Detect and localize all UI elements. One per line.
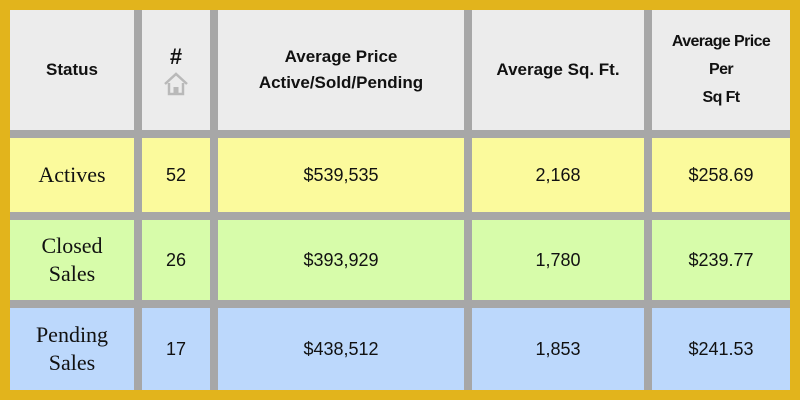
row-pending-status: Pending Sales (10, 308, 134, 390)
row-closed-status: Closed Sales (10, 220, 134, 300)
header-avg-price-line2: Active/Sold/Pending (258, 73, 424, 92)
row-closed-avg-price: $393,929 (218, 220, 464, 300)
header-count: # (142, 10, 210, 130)
row-pending-count: 17 (142, 308, 210, 390)
header-count-label: # (169, 44, 183, 69)
header-avg-sqft: Average Sq. Ft. (472, 10, 644, 130)
status-label: Actives (38, 162, 106, 187)
header-status-label: Status (46, 60, 98, 79)
status-label-line2: Sales (48, 261, 96, 286)
header-ppsf-line2: Per (709, 61, 734, 78)
header-avg-price-per-sqft: Average Price Per Sq Ft (652, 10, 790, 130)
header-avg-price: Average Price Active/Sold/Pending (218, 10, 464, 130)
row-actives-count: 52 (142, 138, 210, 212)
home-icon (164, 72, 188, 96)
header-ppsf-line1: Average Price (671, 33, 771, 50)
row-pending-price-per-sqft: $241.53 (652, 308, 790, 390)
row-actives-avg-price: $539,535 (218, 138, 464, 212)
row-actives-avg-sqft: 2,168 (472, 138, 644, 212)
row-actives-price-per-sqft: $258.69 (652, 138, 790, 212)
row-closed-price-per-sqft: $239.77 (652, 220, 790, 300)
row-pending-avg-sqft: 1,853 (472, 308, 644, 390)
header-avg-price-line1: Average Price (284, 47, 398, 66)
stats-table: Status # Average Price Active/Sold/Pendi… (10, 10, 790, 390)
header-ppsf-line3: Sq Ft (702, 89, 741, 106)
status-label-line2: Sales (48, 350, 96, 375)
status-label-line1: Closed (41, 233, 103, 258)
row-closed-count: 26 (142, 220, 210, 300)
header-status: Status (10, 10, 134, 130)
row-closed-avg-sqft: 1,780 (472, 220, 644, 300)
row-pending-avg-price: $438,512 (218, 308, 464, 390)
header-avg-sqft-label: Average Sq. Ft. (496, 60, 620, 79)
status-label-line1: Pending (35, 322, 109, 347)
row-actives-status: Actives (10, 138, 134, 212)
